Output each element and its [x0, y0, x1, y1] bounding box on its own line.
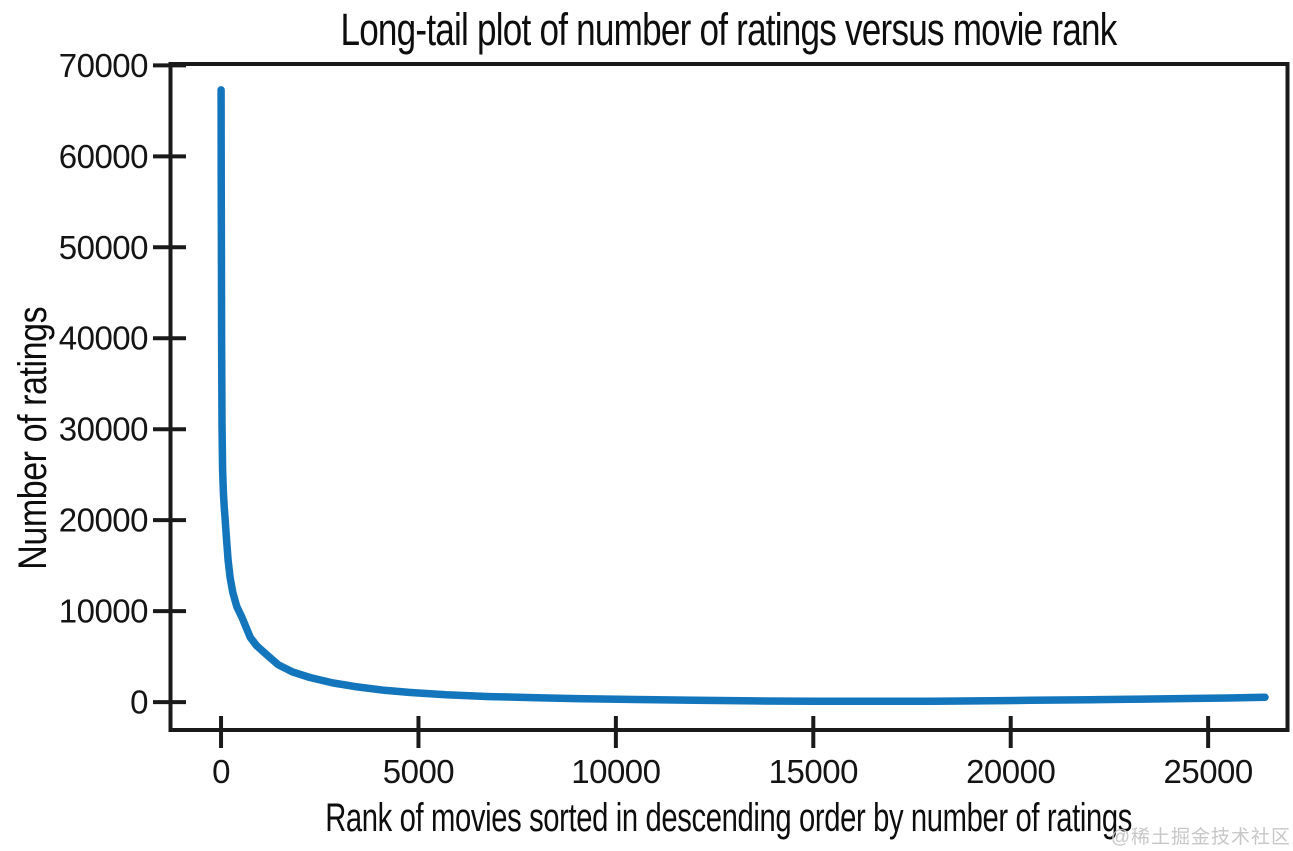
x-tick-label: 10000: [571, 753, 660, 790]
axes-spines: [168, 62, 1290, 732]
y-tick-label: 50000: [59, 229, 148, 266]
y-tick-label: 30000: [59, 411, 148, 448]
y-tick-label: 60000: [59, 138, 148, 175]
x-tick-label: 20000: [966, 753, 1055, 790]
y-tick-label: 70000: [59, 47, 148, 84]
x-tick-label: 15000: [769, 753, 858, 790]
chart-title-text: Long-tail plot of number of ratings vers…: [340, 4, 1118, 55]
x-axis-label: Rank of movies sorted in descending orde…: [170, 796, 1288, 848]
ratings-line-series: [217, 86, 1269, 706]
x-tick-label: 25000: [1164, 753, 1253, 790]
x-tick-label: 5000: [383, 753, 455, 790]
y-tick-label: 10000: [59, 593, 148, 630]
y-tick-label: 0: [130, 684, 148, 721]
watermark: @稀土掘金技术社区: [1110, 827, 1291, 848]
chart-title: Long-tail plot of number of ratings vers…: [170, 4, 1288, 60]
y-tick-label: 20000: [59, 502, 148, 539]
x-axis-label-text: Rank of movies sorted in descending orde…: [325, 796, 1133, 840]
y-axis-label-text: Number of ratings: [11, 306, 55, 570]
y-tick-label: 40000: [59, 320, 148, 357]
y-axis-label: Number of ratings: [11, 268, 55, 608]
x-tick-label: 0: [212, 753, 230, 790]
